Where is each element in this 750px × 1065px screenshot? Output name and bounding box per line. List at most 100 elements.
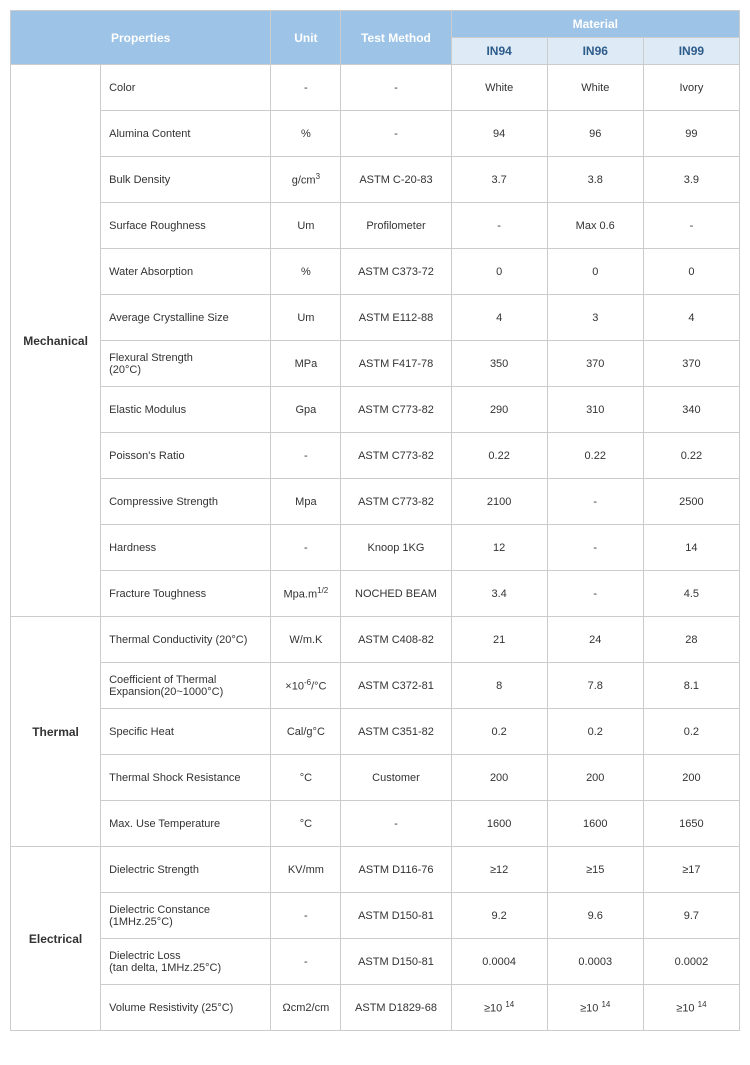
header-test-method: Test Method <box>341 11 451 65</box>
value-cell: 12 <box>451 525 547 571</box>
value-cell: - <box>451 203 547 249</box>
value-cell: 4 <box>643 295 739 341</box>
property-cell: Flexural Strength(20°C) <box>101 341 271 387</box>
property-cell: Poisson's Ratio <box>101 433 271 479</box>
unit-cell: Mpa.m1/2 <box>271 571 341 617</box>
value-cell: 200 <box>643 755 739 801</box>
value-cell: 3 <box>547 295 643 341</box>
value-cell: ≥10 14 <box>643 985 739 1031</box>
value-cell: 0.22 <box>451 433 547 479</box>
value-cell: 370 <box>547 341 643 387</box>
value-cell: White <box>451 65 547 111</box>
value-cell: 9.6 <box>547 893 643 939</box>
property-cell: Surface Roughness <box>101 203 271 249</box>
property-cell: Elastic Modulus <box>101 387 271 433</box>
value-cell: 94 <box>451 111 547 157</box>
test-method-cell: ASTM C773-82 <box>341 433 451 479</box>
value-cell: 14 <box>643 525 739 571</box>
unit-cell: Cal/g°C <box>271 709 341 755</box>
value-cell: 310 <box>547 387 643 433</box>
value-cell: 200 <box>547 755 643 801</box>
value-cell: 0 <box>451 249 547 295</box>
unit-cell: % <box>271 111 341 157</box>
unit-cell: KV/mm <box>271 847 341 893</box>
unit-cell: Um <box>271 203 341 249</box>
table-row: Dielectric Loss(tan delta, 1MHz.25°C)-AS… <box>11 939 740 985</box>
test-method-cell: - <box>341 65 451 111</box>
value-cell: 0.0003 <box>547 939 643 985</box>
value-cell: 0 <box>643 249 739 295</box>
value-cell: 9.2 <box>451 893 547 939</box>
property-cell: Coefficient of ThermalExpansion(20~1000°… <box>101 663 271 709</box>
header-unit: Unit <box>271 11 341 65</box>
table-row: Compressive StrengthMpaASTM C773-822100-… <box>11 479 740 525</box>
unit-cell: ×10-6/°C <box>271 663 341 709</box>
property-cell: Color <box>101 65 271 111</box>
property-cell: Fracture Toughness <box>101 571 271 617</box>
property-cell: Thermal Conductivity (20°C) <box>101 617 271 663</box>
test-method-cell: Knoop 1KG <box>341 525 451 571</box>
value-cell: 2500 <box>643 479 739 525</box>
value-cell: ≥15 <box>547 847 643 893</box>
test-method-cell: ASTM C408-82 <box>341 617 451 663</box>
property-cell: Water Absorption <box>101 249 271 295</box>
table-row: Thermal Shock Resistance°CCustomer200200… <box>11 755 740 801</box>
value-cell: 8.1 <box>643 663 739 709</box>
value-cell: 1650 <box>643 801 739 847</box>
value-cell: 3.8 <box>547 157 643 203</box>
table-row: MechanicalColor--WhiteWhiteIvory <box>11 65 740 111</box>
value-cell: 9.7 <box>643 893 739 939</box>
table-header: Properties Unit Test Method Material IN9… <box>11 11 740 65</box>
table-row: Specific HeatCal/g°CASTM C351-820.20.20.… <box>11 709 740 755</box>
category-cell: Mechanical <box>11 65 101 617</box>
test-method-cell: ASTM D116-76 <box>341 847 451 893</box>
unit-cell: - <box>271 525 341 571</box>
test-method-cell: ASTM D150-81 <box>341 939 451 985</box>
property-cell: Alumina Content <box>101 111 271 157</box>
value-cell: 0.2 <box>451 709 547 755</box>
test-method-cell: Customer <box>341 755 451 801</box>
test-method-cell: ASTM E112-88 <box>341 295 451 341</box>
value-cell: - <box>547 479 643 525</box>
value-cell: 4 <box>451 295 547 341</box>
value-cell: 0.22 <box>643 433 739 479</box>
test-method-cell: ASTM C773-82 <box>341 479 451 525</box>
table-row: Average Crystalline SizeUmASTM E112-8843… <box>11 295 740 341</box>
property-cell: Bulk Density <box>101 157 271 203</box>
property-cell: Dielectric Loss(tan delta, 1MHz.25°C) <box>101 939 271 985</box>
value-cell: 3.9 <box>643 157 739 203</box>
value-cell: 1600 <box>547 801 643 847</box>
header-mat3: IN99 <box>643 38 739 65</box>
value-cell: 4.5 <box>643 571 739 617</box>
unit-cell: MPa <box>271 341 341 387</box>
value-cell: 8 <box>451 663 547 709</box>
properties-table: Properties Unit Test Method Material IN9… <box>10 10 740 1031</box>
table-row: Poisson's Ratio-ASTM C773-820.220.220.22 <box>11 433 740 479</box>
table-row: Fracture ToughnessMpa.m1/2NOCHED BEAM3.4… <box>11 571 740 617</box>
value-cell: 290 <box>451 387 547 433</box>
unit-cell: - <box>271 893 341 939</box>
table-row: Flexural Strength(20°C)MPaASTM F417-7835… <box>11 341 740 387</box>
value-cell: White <box>547 65 643 111</box>
test-method-cell: ASTM D150-81 <box>341 893 451 939</box>
table-row: Bulk Densityg/cm3ASTM C-20-833.73.83.9 <box>11 157 740 203</box>
property-cell: Dielectric Strength <box>101 847 271 893</box>
unit-cell: °C <box>271 755 341 801</box>
table-row: ThermalThermal Conductivity (20°C)W/m.KA… <box>11 617 740 663</box>
value-cell: Ivory <box>643 65 739 111</box>
test-method-cell: Profilometer <box>341 203 451 249</box>
unit-cell: Um <box>271 295 341 341</box>
value-cell: 3.7 <box>451 157 547 203</box>
value-cell: 0.22 <box>547 433 643 479</box>
unit-cell: - <box>271 433 341 479</box>
unit-cell: - <box>271 65 341 111</box>
value-cell: 2100 <box>451 479 547 525</box>
unit-cell: % <box>271 249 341 295</box>
table-row: Elastic ModulusGpaASTM C773-82290310340 <box>11 387 740 433</box>
value-cell: 7.8 <box>547 663 643 709</box>
value-cell: - <box>547 525 643 571</box>
table-row: Volume Resistivity (25°C)Ωcm2/cmASTM D18… <box>11 985 740 1031</box>
table-body: MechanicalColor--WhiteWhiteIvoryAlumina … <box>11 65 740 1031</box>
test-method-cell: NOCHED BEAM <box>341 571 451 617</box>
header-mat1: IN94 <box>451 38 547 65</box>
